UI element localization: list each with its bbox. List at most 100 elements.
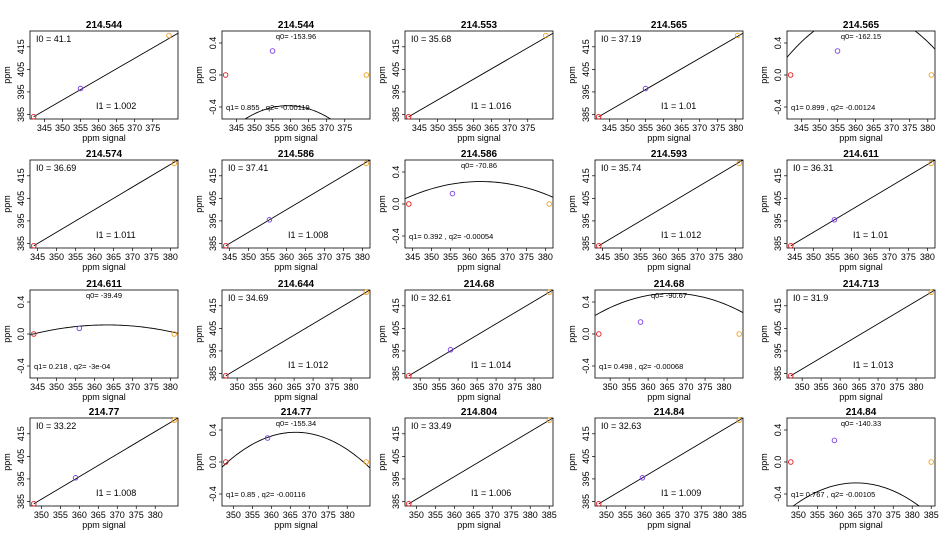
x-tick-label: 370 [867,510,882,520]
x-tick-label: 380 [728,252,743,262]
y-tick-label: 405 [16,191,26,206]
x-tick-label: 370 [485,510,500,520]
annotation: q1= 0.218 , q2= -3e-04 [34,362,110,371]
panel-title: 214.586 [278,149,315,160]
y-axis-label: ppm [194,66,204,84]
x-axis-label: ppm signal [839,392,883,402]
y-tick-label: 385 [581,107,591,122]
y-tick-label: 385 [773,366,783,381]
y-tick-label: 405 [391,62,401,77]
y-axis-label: ppm [759,66,769,84]
y-axis-label: ppm [567,195,577,213]
panel: 214.544 345 350 355 360 365 370 375 385 395 405 415… [2,20,179,143]
x-tick-label: 355 [260,252,275,262]
data-point [406,372,412,379]
plot-frame [29,30,179,120]
y-tick-label: 405 [391,449,401,464]
y-tick-label: 0.4 [773,37,783,50]
x-tick-label: 350 [424,252,439,262]
fit-line [33,32,178,118]
y-tick-label: 385 [581,236,591,251]
panel: 214.586 345 350 355 360 365 370 375 380 385 395 405… [194,149,371,272]
y-tick-label: 405 [391,321,401,336]
x-tick-label: 355 [638,123,653,133]
y-axis-label: ppm [377,195,387,213]
x-axis-label: ppm signal [82,392,126,402]
y-tick-label: 405 [16,449,26,464]
x-tick-label: 365 [852,382,867,392]
x-axis-label: ppm signal [274,133,318,143]
data-point [363,160,369,167]
fit-line [790,290,935,377]
fit-line [225,160,370,247]
x-tick-label: 355 [618,510,633,520]
x-tick-label: 375 [901,252,916,262]
x-tick-label: 350 [55,123,70,133]
x-tick-label: 365 [848,510,863,520]
x-tick-label: 375 [519,252,534,262]
annotation: I1 = 1.008 [288,230,328,240]
panel-title: 214.68 [464,279,495,290]
x-tick-label: 370 [317,252,332,262]
x-tick-label: 350 [806,252,821,262]
y-tick-label: 395 [16,84,26,99]
x-tick-label: 360 [844,252,859,262]
data-point [546,417,552,424]
annotation: I1 = 1.01 [853,230,888,240]
x-tick-label: 365 [466,510,481,520]
x-tick-label: 380 [905,510,920,520]
data-point [363,459,369,465]
x-tick-label: 365 [283,510,298,520]
y-tick-label: 415 [773,298,783,313]
annotation: I0 = 34.69 [228,293,268,303]
data-point [31,500,37,507]
data-point [736,331,742,337]
data-point [406,500,412,507]
x-tick-label: 380 [340,510,355,520]
annotation: q1= 0.392 , q2= -0.00054 [409,232,493,241]
x-tick-label: 355 [428,510,443,520]
x-tick-label: 360 [447,510,462,520]
x-tick-label: 375 [504,510,519,520]
y-tick-label: 395 [391,343,401,358]
x-tick-label: 355 [814,382,829,392]
y-tick-label: 405 [581,449,591,464]
data-point [269,48,276,54]
data-point [166,32,172,39]
x-tick-label: 365 [287,382,302,392]
annotation: q0= -90.67 [651,291,687,300]
x-tick-label: 380 [717,382,732,392]
y-tick-label: 0.0 [773,69,783,82]
x-tick-label: 385 [924,510,939,520]
x-tick-label: 345 [229,123,244,133]
y-tick-label: 385 [391,366,401,381]
x-tick-label: 375 [520,123,535,133]
annotation: q0= -162.15 [841,32,881,41]
x-tick-label: 380 [920,252,935,262]
x-axis-label: ppm signal [839,133,883,143]
data-point [405,113,412,120]
x-tick-label: 360 [87,252,102,262]
x-tick-label: 360 [451,382,466,392]
y-axis-label: ppm [567,325,577,343]
x-tick-label: 345 [602,123,617,133]
panel: 214.565 345 350 355 360 365 370 375 380 385 395 405… [567,20,744,143]
x-tick-label: 360 [641,382,656,392]
y-tick-label: 415 [581,39,591,54]
x-tick-label: 355 [68,382,83,392]
panel: 214.713 350 355 360 365 370 375 380 385 395 405 415… [759,279,936,402]
x-tick-label: 370 [679,382,694,392]
data-point [447,347,454,353]
x-tick-label: 355 [622,382,637,392]
x-tick-label: 345 [30,382,45,392]
y-tick-label: 385 [208,366,218,381]
panel-title: 214.611 [843,149,879,160]
fit-line [598,160,743,247]
panel: 214.644 350 355 360 365 370 375 380 385 395 405 415… [194,279,371,402]
x-axis-label: ppm signal [647,520,691,530]
x-tick-label: 380 [538,252,553,262]
annotation: q0= -153.96 [276,32,316,41]
x-tick-label: 375 [709,252,724,262]
x-tick-label: 345 [412,123,427,133]
